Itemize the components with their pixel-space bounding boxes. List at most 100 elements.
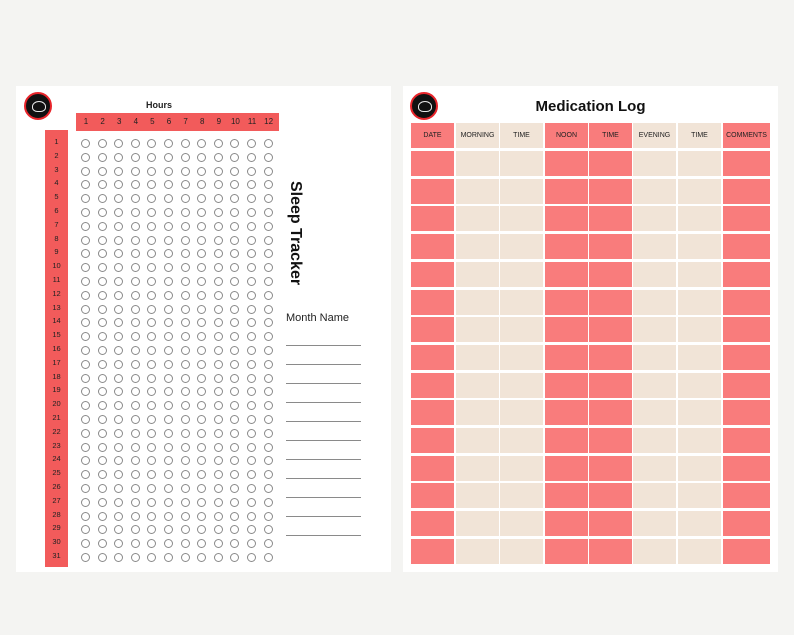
sleep-hour-checkbox[interactable] [247,235,256,245]
sleep-hour-checkbox[interactable] [263,194,273,204]
sleep-hour-checkbox[interactable] [164,166,173,176]
sleep-hour-checkbox[interactable] [197,318,207,328]
sleep-hour-checkbox[interactable] [147,484,157,493]
sleep-hour-checkbox[interactable] [263,221,273,231]
sleep-hour-checkbox[interactable] [130,484,140,493]
sleep-hour-checkbox[interactable] [147,139,157,148]
sleep-hour-checkbox[interactable] [97,484,107,493]
sleep-hour-checkbox[interactable] [147,456,157,466]
sleep-hour-checkbox[interactable] [247,277,256,286]
sleep-hour-checkbox[interactable] [130,304,140,314]
sleep-hour-checkbox[interactable] [130,497,140,507]
month-note-line[interactable] [286,459,361,460]
log-cell[interactable] [456,206,499,232]
log-cell[interactable] [723,483,770,509]
sleep-hour-checkbox[interactable] [164,277,173,286]
log-cell[interactable] [411,372,454,398]
log-cell[interactable] [678,455,721,481]
sleep-hour-checkbox[interactable] [130,470,140,480]
sleep-hour-checkbox[interactable] [197,553,207,562]
log-cell[interactable] [723,234,770,260]
sleep-hour-checkbox[interactable] [147,166,157,176]
sleep-hour-checkbox[interactable] [230,263,240,273]
sleep-hour-checkbox[interactable] [130,208,140,217]
log-cell[interactable] [545,206,588,232]
sleep-hour-checkbox[interactable] [81,359,90,369]
sleep-hour-checkbox[interactable] [180,166,190,176]
log-cell[interactable] [678,206,721,232]
log-cell[interactable] [589,428,632,453]
sleep-hour-checkbox[interactable] [114,415,124,424]
sleep-hour-checkbox[interactable] [130,346,140,355]
sleep-hour-checkbox[interactable] [114,318,124,328]
sleep-hour-checkbox[interactable] [180,373,190,383]
log-cell[interactable] [545,289,588,315]
sleep-hour-checkbox[interactable] [114,539,124,549]
sleep-hour-checkbox[interactable] [130,525,140,535]
sleep-hour-checkbox[interactable] [197,525,207,535]
sleep-hour-checkbox[interactable] [130,152,140,162]
sleep-hour-checkbox[interactable] [263,235,273,245]
log-cell[interactable] [723,151,770,176]
sleep-hour-checkbox[interactable] [81,401,90,411]
sleep-hour-checkbox[interactable] [213,359,223,369]
sleep-hour-checkbox[interactable] [147,332,157,342]
sleep-hour-checkbox[interactable] [114,304,124,314]
sleep-hour-checkbox[interactable] [97,525,107,535]
sleep-hour-checkbox[interactable] [263,442,273,452]
sleep-hour-checkbox[interactable] [114,525,124,535]
sleep-hour-checkbox[interactable] [147,553,157,562]
sleep-hour-checkbox[interactable] [164,456,173,466]
sleep-hour-checkbox[interactable] [230,290,240,300]
sleep-hour-checkbox[interactable] [197,208,207,217]
sleep-hour-checkbox[interactable] [213,152,223,162]
sleep-hour-checkbox[interactable] [180,442,190,452]
sleep-hour-checkbox[interactable] [97,553,107,562]
log-cell[interactable] [678,289,721,315]
sleep-hour-checkbox[interactable] [230,332,240,342]
log-cell[interactable] [500,455,543,481]
sleep-hour-checkbox[interactable] [197,277,207,286]
sleep-hour-checkbox[interactable] [114,553,124,562]
sleep-hour-checkbox[interactable] [164,415,173,424]
sleep-hour-checkbox[interactable] [247,221,256,231]
sleep-hour-checkbox[interactable] [213,525,223,535]
sleep-hour-checkbox[interactable] [130,415,140,424]
sleep-hour-checkbox[interactable] [213,263,223,273]
sleep-hour-checkbox[interactable] [147,442,157,452]
log-cell[interactable] [633,151,676,176]
sleep-hour-checkbox[interactable] [180,525,190,535]
sleep-hour-checkbox[interactable] [97,263,107,273]
sleep-hour-checkbox[interactable] [180,263,190,273]
sleep-hour-checkbox[interactable] [180,221,190,231]
log-cell[interactable] [545,455,588,481]
log-cell[interactable] [545,317,588,343]
sleep-hour-checkbox[interactable] [263,525,273,535]
sleep-hour-checkbox[interactable] [247,194,256,204]
sleep-hour-checkbox[interactable] [230,484,240,493]
sleep-hour-checkbox[interactable] [114,387,124,397]
sleep-hour-checkbox[interactable] [81,290,90,300]
sleep-hour-checkbox[interactable] [130,235,140,245]
sleep-hour-checkbox[interactable] [180,497,190,507]
sleep-hour-checkbox[interactable] [147,180,157,190]
sleep-hour-checkbox[interactable] [213,470,223,480]
sleep-hour-checkbox[interactable] [164,401,173,411]
log-cell[interactable] [678,483,721,509]
sleep-hour-checkbox[interactable] [213,401,223,411]
sleep-hour-checkbox[interactable] [263,290,273,300]
sleep-hour-checkbox[interactable] [114,332,124,342]
sleep-hour-checkbox[interactable] [147,249,157,259]
sleep-hour-checkbox[interactable] [81,428,90,438]
sleep-hour-checkbox[interactable] [164,484,173,493]
sleep-hour-checkbox[interactable] [164,139,173,148]
log-cell[interactable] [545,428,588,453]
sleep-hour-checkbox[interactable] [164,249,173,259]
log-cell[interactable] [500,400,543,426]
log-cell[interactable] [411,151,454,176]
log-cell[interactable] [500,234,543,260]
log-cell[interactable] [500,261,543,287]
sleep-hour-checkbox[interactable] [147,221,157,231]
sleep-hour-checkbox[interactable] [213,428,223,438]
sleep-hour-checkbox[interactable] [130,359,140,369]
